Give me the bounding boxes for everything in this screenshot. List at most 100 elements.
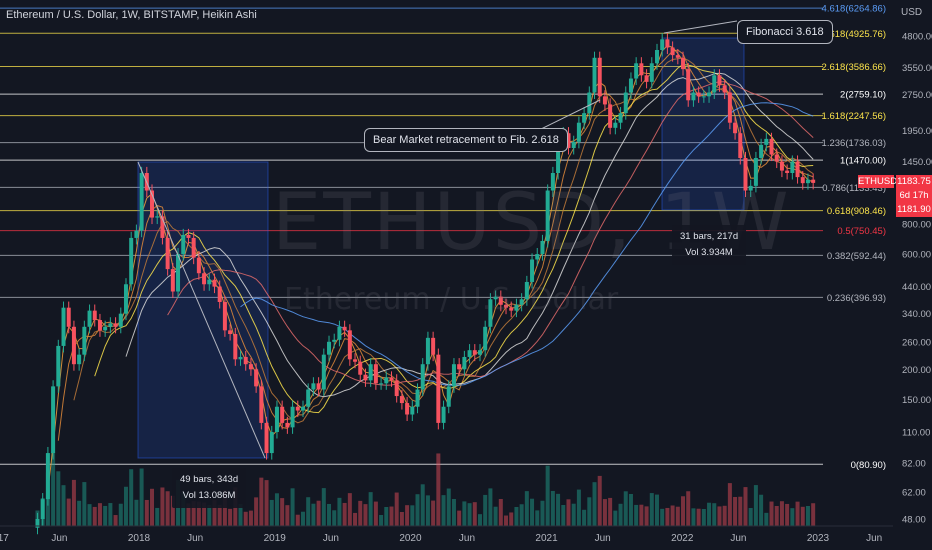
price-tick-label: 2750.00 [902, 90, 932, 101]
volume-bar [504, 515, 509, 526]
price-tick-label: 82.00 [902, 458, 926, 469]
price-tick-label: 600.00 [902, 250, 931, 261]
candle-body [233, 334, 238, 360]
candle-body [686, 69, 691, 101]
volume-bar [670, 505, 675, 526]
volume-bar [243, 511, 248, 526]
price-axis[interactable]: 4800.00 3550.00 2750.00 1950.00 1450.00 800.0… [902, 32, 932, 526]
candle-body [597, 57, 602, 97]
volume-bar [420, 484, 425, 526]
candle-body [405, 403, 410, 415]
candle-body [347, 330, 352, 360]
volume-bar [186, 503, 191, 526]
candle-body [285, 422, 290, 428]
volume-bar [405, 505, 410, 526]
candle-body [196, 257, 201, 274]
candle-body [691, 92, 696, 101]
volume-bar [753, 485, 758, 526]
price-tick-label: 3550.00 [902, 63, 932, 74]
bar-countdown: 6d 17h [899, 190, 929, 201]
volume-bar [363, 504, 368, 526]
candle-body [639, 63, 644, 76]
candle-body [441, 406, 446, 423]
volume-bar [509, 512, 514, 526]
fibonacci-callout[interactable]: Fibonacci 3.618 [737, 20, 833, 44]
candle-body [665, 39, 670, 48]
candle-body [530, 259, 535, 282]
candle-body [493, 296, 498, 300]
candle-body [358, 361, 363, 375]
candle-body [300, 406, 305, 411]
volume-bar [774, 505, 779, 526]
volume-bar [743, 487, 748, 526]
volume-bar [394, 492, 399, 526]
symbol-badge: ETHUSD [858, 175, 898, 188]
volume-bar [748, 507, 753, 526]
candle-body [779, 161, 784, 171]
candle-body [602, 96, 607, 105]
candle-body [186, 234, 191, 238]
volume-bar [696, 508, 701, 526]
volume-bar [316, 500, 321, 526]
volume-bar [347, 493, 352, 526]
fib-level-label: 0.382(592.44) [827, 251, 886, 262]
volume-bar [368, 492, 373, 526]
candle-body [368, 364, 373, 381]
volume-bar [212, 500, 217, 526]
volume-bar [280, 498, 285, 526]
candle-body [295, 406, 300, 411]
volume-bar [144, 499, 149, 526]
candle-body [160, 216, 165, 238]
candle-body [415, 389, 420, 407]
candle-body [618, 113, 623, 123]
candle-body [488, 299, 493, 327]
volume-bar [545, 465, 550, 526]
time-tick-label: Jun [595, 533, 611, 544]
last-price: 1183.75 [897, 176, 931, 187]
volume-bar [118, 503, 123, 526]
candle-body [150, 190, 155, 218]
range-vol-2018: Vol 13.086M [182, 490, 236, 501]
candle-body [103, 326, 108, 331]
price-tick-label: 48.00 [902, 515, 926, 526]
volume-bar [155, 507, 160, 526]
candle-body [764, 138, 769, 145]
candles [35, 33, 816, 535]
volume-bar [123, 486, 128, 526]
volume-bar [675, 506, 680, 526]
volume-bar [373, 501, 378, 526]
volume-bar [654, 494, 659, 526]
volume-bar [160, 487, 165, 526]
volume-bar [259, 477, 264, 526]
candle-body [811, 179, 816, 183]
volume-bar [446, 488, 451, 526]
volume-bar [295, 514, 300, 526]
volume-bar [712, 503, 717, 526]
candle-body [498, 296, 503, 305]
candle-body [217, 286, 222, 303]
candle-body [535, 254, 540, 260]
candle-body [264, 422, 269, 454]
volume-bar [639, 504, 644, 526]
fib-level-label: 4.618(6264.86) [822, 4, 886, 15]
candle-body [634, 63, 639, 79]
last-price-badge[interactable]: 1183.75 6d 17h 1181.90 [896, 175, 932, 217]
candle-body [472, 350, 477, 355]
price-tick-label: 260.00 [902, 337, 931, 348]
candle-body [228, 330, 233, 335]
volume-bar [389, 506, 394, 526]
volume-bar [686, 491, 691, 526]
candle-body [118, 313, 123, 327]
bear-callout-leader [536, 99, 601, 132]
candle-body [191, 237, 196, 258]
volume-bar [722, 505, 727, 526]
volume-bar [602, 499, 607, 526]
candle-body [113, 323, 118, 327]
volume-bar [451, 498, 456, 526]
time-axis[interactable]: 17 Jun 2018 Jun 2019 Jun 2020 Jun 2021 Jun 2022 Jun… [0, 525, 893, 544]
candle-body [795, 161, 800, 178]
volume-bar [170, 495, 175, 526]
bear-market-callout[interactable]: Bear Market retracement to Fib. 2.618 [364, 128, 568, 152]
candle-body [222, 302, 227, 331]
